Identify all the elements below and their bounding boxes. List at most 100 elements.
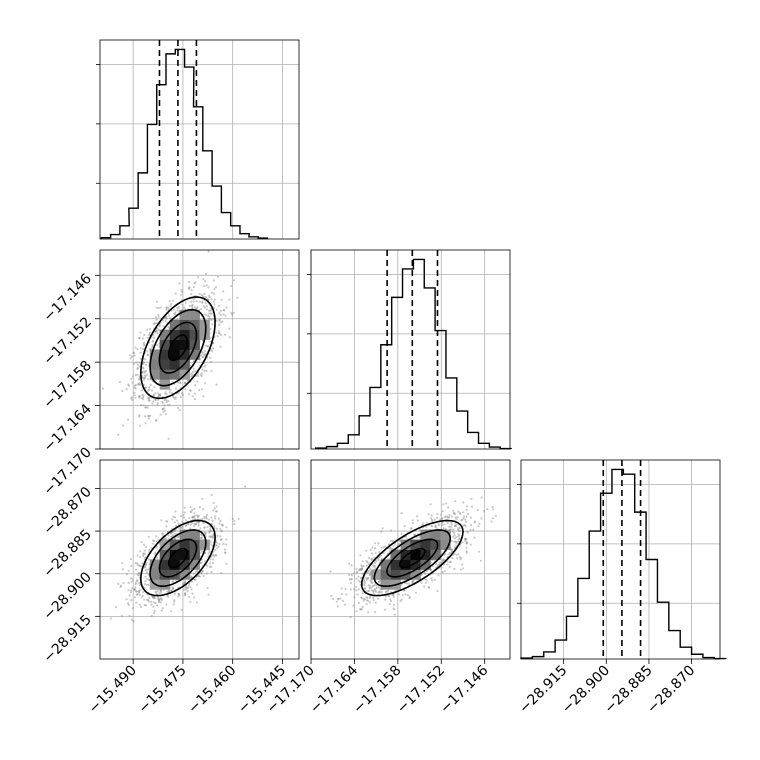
sample-point — [147, 396, 150, 400]
sample-point — [152, 334, 155, 337]
grid-lines — [521, 460, 720, 659]
sample-point — [147, 389, 150, 392]
sample-point — [141, 562, 144, 565]
sample-point — [129, 357, 132, 360]
sample-point — [144, 566, 147, 569]
sample-point — [220, 333, 223, 337]
sample-point — [134, 562, 137, 565]
sample-point — [218, 332, 221, 335]
sample-point — [233, 519, 236, 523]
sample-point — [404, 593, 407, 596]
sample-point — [174, 516, 177, 519]
sample-point — [151, 340, 154, 343]
sample-point — [403, 524, 406, 528]
sample-point — [372, 564, 375, 567]
sample-point — [339, 597, 342, 600]
sample-point — [144, 563, 147, 566]
sample-point — [220, 523, 223, 526]
sample-point — [194, 369, 197, 372]
sample-point — [142, 398, 145, 401]
sample-point — [135, 601, 138, 604]
density-cells — [149, 529, 210, 590]
sample-point — [142, 378, 146, 381]
sample-point — [353, 596, 356, 599]
sample-point — [373, 564, 376, 567]
sample-point — [177, 392, 180, 395]
sample-point — [148, 386, 151, 389]
sample-point — [232, 311, 235, 314]
sample-point — [196, 583, 199, 586]
sample-point — [204, 302, 207, 305]
sample-point — [193, 514, 196, 518]
sample-point — [139, 424, 142, 427]
sample-point — [193, 522, 196, 525]
sample-point — [330, 594, 333, 598]
sample-point — [436, 513, 439, 516]
sample-point — [146, 373, 149, 376]
sample-point — [215, 383, 218, 386]
sample-point — [187, 286, 190, 289]
sample-point — [207, 309, 210, 312]
sample-point — [158, 393, 161, 397]
sample-point — [192, 370, 195, 373]
sample-point — [455, 542, 458, 545]
sample-point — [222, 290, 225, 293]
sample-point — [371, 581, 374, 585]
sample-point — [200, 372, 203, 375]
sample-point — [360, 596, 363, 600]
sample-point — [153, 609, 156, 613]
sample-point — [450, 521, 453, 525]
sample-point — [452, 535, 455, 539]
sample-point — [220, 571, 223, 575]
sample-point — [147, 598, 150, 602]
sample-point — [377, 580, 381, 583]
sample-point — [209, 528, 212, 531]
sample-point — [204, 532, 208, 535]
sample-point — [345, 593, 348, 596]
sample-point — [193, 516, 196, 519]
sample-point — [357, 601, 360, 605]
density-cell — [440, 529, 451, 540]
sample-point — [369, 579, 372, 582]
sample-point — [210, 516, 213, 519]
sample-point — [190, 289, 193, 292]
sample-point — [144, 575, 147, 579]
sample-point — [197, 276, 200, 279]
sample-point — [353, 588, 356, 591]
panel-frame — [310, 249, 511, 450]
sample-point — [147, 558, 151, 561]
sample-point — [135, 593, 138, 596]
sample-point — [150, 614, 153, 618]
sample-point — [142, 347, 145, 351]
sample-point — [215, 554, 218, 557]
sample-point — [374, 552, 377, 555]
sample-point — [147, 378, 150, 381]
sample-point — [151, 595, 154, 599]
sample-point — [152, 597, 155, 600]
density-cell — [400, 559, 411, 570]
sample-point — [176, 309, 179, 312]
sample-point — [207, 345, 210, 348]
sample-point — [201, 356, 204, 359]
sample-point — [367, 584, 370, 587]
sample-point — [148, 396, 151, 399]
sample-point — [200, 536, 203, 540]
sample-point — [189, 510, 192, 513]
sample-point — [174, 311, 177, 314]
sample-point — [390, 539, 393, 543]
sample-point — [142, 341, 146, 344]
sample-point — [387, 589, 390, 593]
sample-point — [465, 505, 469, 508]
sample-point — [349, 588, 352, 591]
density-cell — [430, 549, 441, 560]
sample-point — [392, 607, 395, 610]
sample-point — [138, 365, 141, 368]
sample-point — [221, 524, 224, 527]
x-tick-label: −15.475 — [135, 663, 189, 717]
sample-point — [443, 570, 446, 573]
sample-point — [146, 568, 149, 571]
sample-point — [151, 389, 154, 392]
sample-point — [455, 553, 458, 556]
sample-point — [340, 593, 343, 596]
sample-point — [210, 291, 213, 294]
